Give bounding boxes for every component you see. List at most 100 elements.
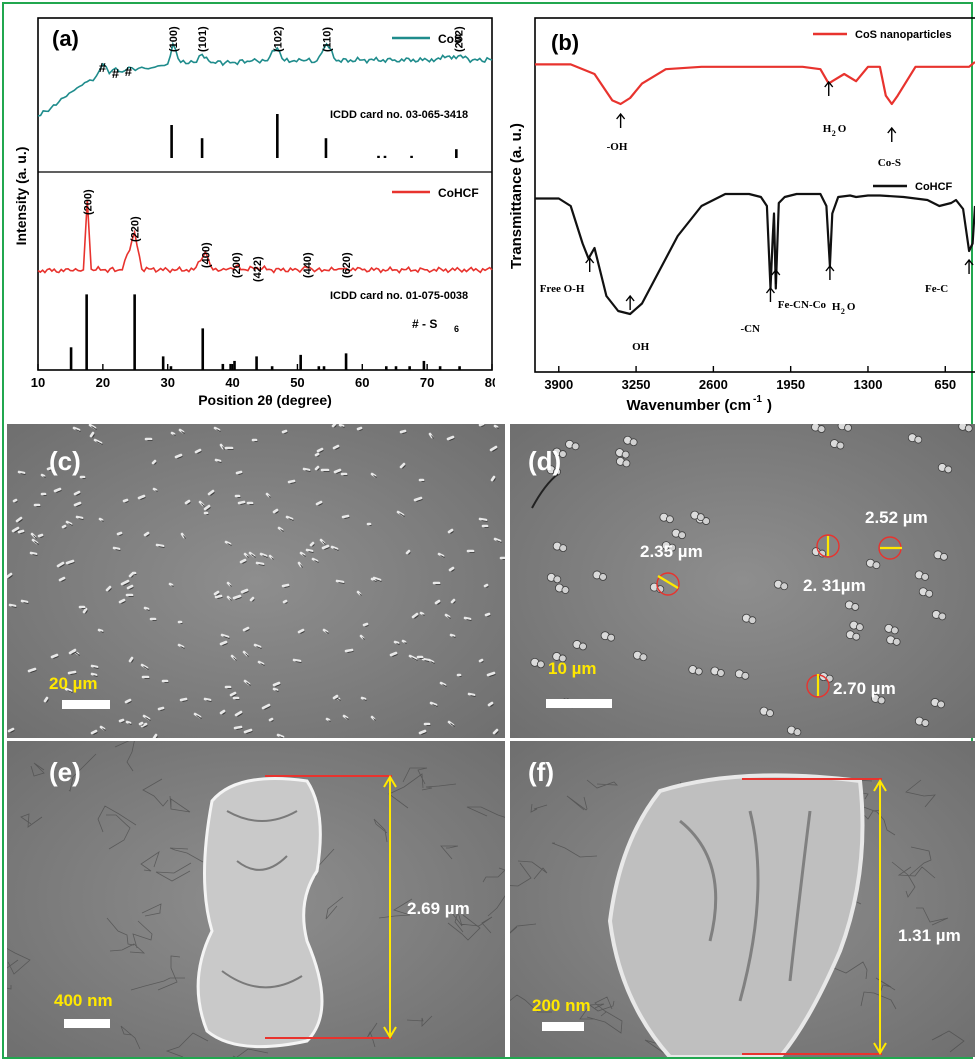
measure-d4: 2.70 µm bbox=[833, 679, 896, 698]
hash-mark-1: # bbox=[112, 66, 120, 81]
sem-image-d bbox=[510, 424, 975, 738]
cluster-d2-3 bbox=[629, 438, 638, 447]
cluster-d2-28 bbox=[622, 459, 631, 468]
cluster-d2-16 bbox=[748, 616, 757, 625]
cluster-d2-14 bbox=[694, 667, 703, 676]
xaxis-label-b: Wavenumber (cm bbox=[627, 397, 751, 414]
annot-arrowhead-5 bbox=[765, 286, 776, 294]
cluster-d2-44 bbox=[890, 626, 899, 635]
cluster-d2-30 bbox=[766, 709, 774, 718]
cluster-d2-12 bbox=[558, 450, 567, 458]
cluster-d2-17 bbox=[780, 582, 789, 591]
scale-bar-c bbox=[62, 700, 110, 709]
legend-label-b-0: CoS nanoparticles bbox=[855, 29, 952, 41]
xaxis-label-b-sup: -1 bbox=[753, 394, 762, 405]
xtick-label-a-5: 60 bbox=[355, 375, 369, 390]
debris-d bbox=[531, 473, 559, 509]
annot-sub-1: 2 bbox=[832, 129, 836, 138]
cluster-d2-21 bbox=[914, 435, 923, 444]
series-cos-nanoparticles-line bbox=[535, 61, 975, 106]
cluster-d2-35 bbox=[892, 637, 901, 646]
sem-panel-e: (e) 2.69 µm 400 nm bbox=[7, 741, 505, 1057]
cluster-d2-24 bbox=[817, 425, 826, 433]
particle-f bbox=[607, 773, 865, 1057]
scale-bar-e bbox=[64, 1019, 110, 1028]
symbol-annotation-sub: 6 bbox=[454, 324, 459, 334]
peak-label-cohcf-6: (620) bbox=[341, 252, 353, 278]
peak-label-cos-4: (202) bbox=[453, 26, 465, 52]
xtick-label-b-0: 3900 bbox=[544, 377, 573, 392]
cluster-d2-22 bbox=[668, 543, 677, 552]
legend-label-b-1: CoHCF bbox=[915, 181, 953, 193]
cluster-d2-5 bbox=[877, 696, 886, 705]
sem-image-c bbox=[7, 424, 505, 738]
peak-label-cohcf-4: (422) bbox=[252, 256, 264, 282]
cluster-d2-13 bbox=[937, 700, 945, 709]
annot-label-2: Co-S bbox=[878, 157, 901, 169]
measure-e: 2.69 µm bbox=[407, 899, 470, 918]
cluster-d2-49 bbox=[559, 544, 568, 553]
annot-label-5: -CN bbox=[740, 323, 760, 335]
annot-end-1: O bbox=[838, 123, 847, 135]
cluster-d2-7 bbox=[836, 441, 845, 450]
xtick-label-b-3: 1950 bbox=[776, 377, 805, 392]
annot-arrowhead-3 bbox=[585, 256, 595, 264]
cluster-d2-18 bbox=[696, 513, 705, 522]
cluster-d2-9 bbox=[793, 728, 802, 737]
ref-label-cohcf: ICDD card no. 01-075-0038 bbox=[330, 290, 468, 302]
annot-label-7: H bbox=[832, 301, 841, 313]
annot-label-1: H bbox=[823, 123, 832, 135]
particle-texture-f bbox=[679, 810, 812, 1002]
series-cohcf-line bbox=[37, 199, 493, 274]
xtick-label-a-6: 70 bbox=[420, 375, 434, 390]
xtick-label-a-1: 20 bbox=[96, 375, 110, 390]
scale-text-d: 10 µm bbox=[548, 659, 597, 678]
cluster-d2-0 bbox=[851, 603, 860, 611]
plot-frame-a bbox=[37, 17, 493, 371]
peak-label-cos-2: (102) bbox=[272, 26, 284, 52]
peak-label-cos-0: (100) bbox=[168, 26, 180, 52]
measure-d2: 2.52 µm bbox=[865, 508, 928, 527]
cluster-d2-43 bbox=[716, 669, 725, 677]
annot-label-6: Fe-CN-Co bbox=[778, 299, 827, 311]
series-cos-line bbox=[37, 41, 493, 117]
cluster-d2-19 bbox=[607, 633, 616, 642]
annot-label-3: Free O-H bbox=[540, 283, 585, 295]
cluster-d2-48 bbox=[818, 549, 827, 558]
cluster-d2-39 bbox=[579, 642, 587, 651]
peak-label-cohcf-2: (400) bbox=[200, 242, 212, 268]
cluster-d2-40 bbox=[944, 465, 953, 474]
cluster-d2-45 bbox=[639, 653, 648, 662]
measure-ring-d-0 bbox=[656, 572, 680, 596]
xtick-label-a-7: 80 bbox=[485, 375, 495, 390]
panel-label-a: (a) bbox=[52, 26, 79, 51]
sem-background-d bbox=[510, 424, 975, 738]
legend-label-cohcf: CoHCF bbox=[438, 186, 479, 200]
cluster-d2-25 bbox=[621, 450, 630, 459]
scale-bar-d bbox=[546, 699, 612, 708]
cluster-d2-46 bbox=[536, 660, 545, 669]
scale-text-e: 400 nm bbox=[54, 991, 113, 1010]
cluster-d2-6 bbox=[558, 654, 567, 663]
sem-panel-f: (f) 1.31 µm 200 nm bbox=[510, 741, 975, 1057]
symbol-annotation: # - S bbox=[412, 317, 437, 331]
xtick-label-b-5: 650 bbox=[934, 377, 956, 392]
sem-image-e bbox=[7, 741, 505, 1057]
sem-image-f bbox=[510, 741, 975, 1057]
particle-shadows-c bbox=[8, 425, 505, 738]
measure-arrowheads-f bbox=[873, 779, 887, 1055]
series-cohcf-line bbox=[535, 192, 975, 316]
hash-mark-0: # bbox=[99, 60, 107, 75]
annot-arrowhead-4 bbox=[625, 294, 635, 302]
xtick-label-a-0: 10 bbox=[31, 375, 45, 390]
cluster-d2-15 bbox=[940, 552, 948, 561]
xtick-label-b-4: 1300 bbox=[854, 377, 883, 392]
annot-arrowhead-8 bbox=[964, 258, 974, 266]
sem-panel-c: (c) 20 µm bbox=[7, 424, 505, 738]
cluster-d2-26 bbox=[855, 623, 864, 632]
annot-label-4: OH bbox=[632, 341, 650, 353]
annot-end-7: O bbox=[847, 301, 856, 313]
cluster-d2-11 bbox=[553, 575, 562, 584]
annot-arrowhead-0 bbox=[616, 112, 626, 120]
